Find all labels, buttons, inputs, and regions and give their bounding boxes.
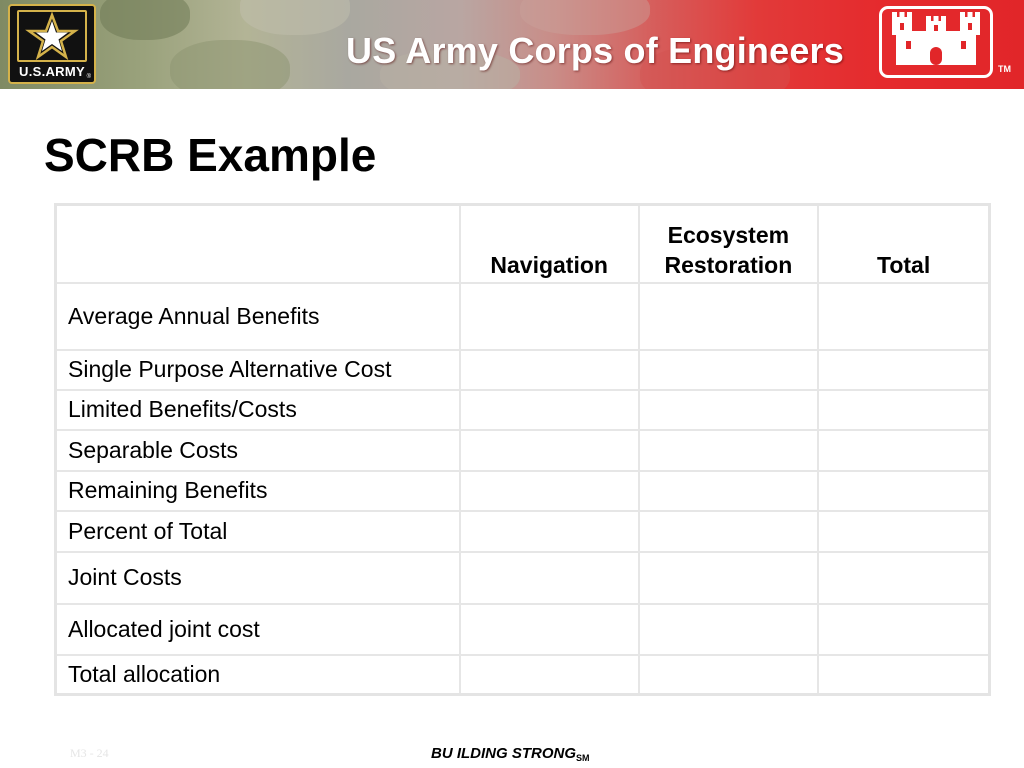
trademark: TM (998, 64, 1011, 74)
us-army-logo: U.S.ARMY ® (8, 4, 96, 84)
ecosystem-restoration-cell (637, 469, 820, 512)
table-header-row: Navigation Ecosystem Restoration Total (54, 203, 991, 284)
navigation-cell (458, 550, 640, 605)
ecosystem-restoration-cell (637, 509, 820, 553)
total-cell (817, 602, 991, 656)
total-cell (817, 348, 991, 391)
footer-tagline: BU ILDING STRONGSM (431, 745, 590, 763)
slide-number: M3 - 24 (70, 746, 109, 760)
organization-title: US Army Corps of Engineers (346, 30, 844, 71)
total-cell (817, 550, 991, 605)
army-logo-text: U.S.ARMY (19, 64, 85, 79)
ecosystem-restoration-cell (637, 388, 820, 431)
scrb-table: Navigation Ecosystem Restoration Total A… (54, 203, 991, 696)
page-title: SCRB Example (44, 129, 377, 181)
header-total: Total (817, 203, 991, 284)
row-label-cell: Percent of Total (54, 509, 461, 553)
ecosystem-restoration-cell (637, 281, 820, 351)
camo-patch (520, 0, 650, 35)
navigation-cell (458, 428, 640, 472)
header-ecosystem-restoration: Ecosystem Restoration (637, 203, 820, 284)
row-label-cell: Allocated joint cost (54, 602, 461, 656)
ecosystem-restoration-cell (637, 348, 820, 391)
header-ecosystem-line1: Ecosystem (667, 221, 790, 248)
table-row: Percent of Total (54, 509, 991, 553)
row-label-cell: Remaining Benefits (54, 469, 461, 512)
navigation-cell (458, 469, 640, 512)
navigation-cell (458, 653, 640, 696)
table-row: Single Purpose Alternative Cost (54, 348, 991, 391)
camo-patch (640, 45, 790, 89)
navigation-cell (458, 509, 640, 553)
tagline-text: BU ILDING STRONG (431, 745, 576, 762)
army-star-icon (17, 10, 87, 62)
camo-patch (170, 40, 290, 89)
row-label-cell: Joint Costs (54, 550, 461, 605)
ecosystem-restoration-cell (637, 653, 820, 696)
row-label-cell: Single Purpose Alternative Cost (54, 348, 461, 391)
navigation-cell (458, 602, 640, 656)
total-cell (817, 428, 991, 472)
ecosystem-restoration-cell (637, 602, 820, 656)
header-ecosystem-line2: Restoration (664, 251, 793, 278)
camo-patch (380, 50, 520, 89)
row-label-cell: Separable Costs (54, 428, 461, 472)
header-navigation: Navigation (458, 203, 640, 284)
row-label-cell: Limited Benefits/Costs (54, 388, 461, 431)
header-blank-cell (54, 203, 461, 284)
row-label-cell: Average Annual Benefits (54, 281, 461, 351)
table-row: Total allocation (54, 653, 991, 696)
table-row: Separable Costs (54, 428, 991, 472)
service-mark: SM (576, 753, 590, 763)
table-row: Allocated joint cost (54, 602, 991, 656)
row-label-cell: Total allocation (54, 653, 461, 696)
navigation-cell (458, 348, 640, 391)
total-cell (817, 509, 991, 553)
table-row: Joint Costs (54, 550, 991, 605)
table-row: Average Annual Benefits (54, 281, 991, 351)
camo-patch (240, 0, 350, 35)
ecosystem-restoration-cell (637, 428, 820, 472)
total-cell (817, 653, 991, 696)
header-banner: U.S.ARMY ® US Army Corps of Engineers TM (0, 0, 1024, 89)
total-cell (817, 281, 991, 351)
total-cell (817, 469, 991, 512)
registered-mark: ® (86, 74, 91, 80)
castle-icon (879, 6, 993, 78)
table-row: Limited Benefits/Costs (54, 388, 991, 431)
ecosystem-restoration-cell (637, 550, 820, 605)
navigation-cell (458, 388, 640, 431)
total-cell (817, 388, 991, 431)
table-row: Remaining Benefits (54, 469, 991, 512)
navigation-cell (458, 281, 640, 351)
camo-patch (100, 0, 190, 40)
